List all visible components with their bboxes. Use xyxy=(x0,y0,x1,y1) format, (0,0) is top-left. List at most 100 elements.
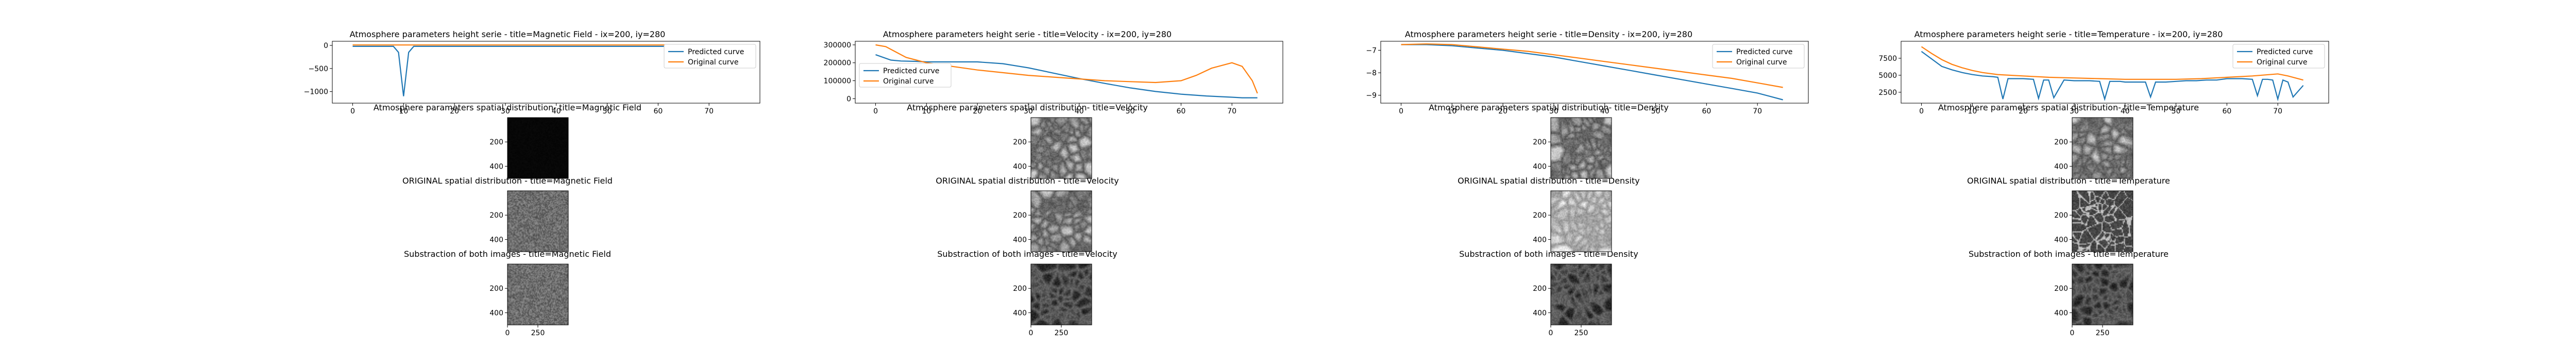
y-tick-label: −500 xyxy=(309,65,328,73)
legend-label: Predicted curve xyxy=(2257,48,2313,56)
series-line-predicted-curve xyxy=(1921,51,2304,102)
y-tick-label: 200 xyxy=(489,138,503,146)
x-tick-label: 250 xyxy=(531,329,545,337)
x-tick-label: 70 xyxy=(704,107,714,116)
y-tick-label: 200 xyxy=(1533,211,1547,220)
x-tick-label: 0 xyxy=(350,107,355,116)
x-tick-label: 20 xyxy=(2019,107,2028,116)
series-line-original-curve xyxy=(875,44,1258,94)
x-tick-label: 0 xyxy=(505,329,510,337)
y-tick-label: 400 xyxy=(1013,236,1027,244)
x-tick-label: 30 xyxy=(501,107,510,116)
y-tick-label: 200 xyxy=(2054,138,2068,146)
y-tick-label: 400 xyxy=(1013,309,1027,317)
x-tick-label: 10 xyxy=(1968,107,1977,116)
x-tick-label: 30 xyxy=(2070,107,2079,116)
image-panel-predicted: 200 400 xyxy=(2054,117,2133,179)
column-temperature: Atmosphere parameters height serie - tit… xyxy=(1878,29,2329,259)
spatial-image xyxy=(1031,118,1092,178)
spatial-image xyxy=(507,191,568,252)
x-tick-label: 60 xyxy=(1702,107,1711,116)
plot-frame xyxy=(332,41,760,104)
x-tick-label: 20 xyxy=(973,107,982,116)
series-line-predicted-curve xyxy=(1401,44,1783,101)
spatial-image xyxy=(1551,191,1612,252)
x-tick-label: 70 xyxy=(1227,107,1236,116)
x-tick-label: 0 xyxy=(1919,107,1924,116)
series-line-original-curve xyxy=(1921,46,2303,81)
plot-frame xyxy=(855,41,1283,104)
legend-box xyxy=(664,44,756,69)
predicted-image-title: Atmosphere parameters spatial distributi… xyxy=(1938,103,2199,112)
line-chart-temperature: 0 10 20 30 40 50 60 70 2500 5000 7500 Predicted cur… xyxy=(1878,41,2329,116)
image-panel-predicted: 200 400 xyxy=(1533,117,1612,179)
y-tick-label: 200 xyxy=(489,211,503,220)
y-tick-label: 200 xyxy=(1013,285,1027,293)
series-line-original-curve xyxy=(1401,43,1783,88)
y-tick-label: 200 xyxy=(1533,138,1547,146)
y-tick-label: 200 xyxy=(2054,211,2068,220)
y-tick-label: 0 xyxy=(324,42,328,50)
x-tick-label: 20 xyxy=(450,107,459,116)
image-panel-difference: 200 400 0 250 xyxy=(1013,264,1092,337)
y-tick-label: 400 xyxy=(2054,162,2068,171)
y-tick-label: 200 xyxy=(489,285,503,293)
legend-box xyxy=(1712,44,1805,69)
y-tick-label: −8 xyxy=(1366,69,1377,77)
spatial-image xyxy=(507,264,568,325)
x-tick-label: 50 xyxy=(1126,107,1135,116)
y-tick-label: 200 xyxy=(1013,138,1027,146)
x-tick-label: 60 xyxy=(653,107,663,116)
line-chart-title: Atmosphere parameters height serie - tit… xyxy=(1914,29,2223,39)
series-line-predicted-curve xyxy=(352,45,735,96)
x-tick-label: 60 xyxy=(2222,107,2231,116)
x-tick-label: 40 xyxy=(1075,107,1084,116)
legend-label: Original curve xyxy=(883,77,934,86)
legend-label: Original curve xyxy=(1736,58,1787,67)
series-line-predicted-curve xyxy=(875,54,1258,99)
x-tick-label: 0 xyxy=(873,107,878,116)
x-tick-label: 250 xyxy=(1055,329,1069,337)
image-panel-original: 200 400 xyxy=(1013,190,1092,252)
x-tick-label: 60 xyxy=(1176,107,1185,116)
y-tick-label: 200 xyxy=(1533,285,1547,293)
x-tick-label: 250 xyxy=(2096,329,2110,337)
original-image-title: ORIGINAL spatial distribution - title=Te… xyxy=(1967,176,2170,186)
original-image-title: ORIGINAL spatial distribution - title=De… xyxy=(1458,176,1639,186)
image-panel-difference: 200 400 0 250 xyxy=(2054,264,2133,337)
image-frame xyxy=(507,190,569,252)
y-tick-label: −9 xyxy=(1366,92,1377,100)
x-tick-label: 10 xyxy=(922,107,931,116)
spatial-image xyxy=(1031,191,1092,252)
image-panel-original: 200 400 xyxy=(489,190,569,252)
line-chart-density: 0 10 20 30 40 50 60 70 −7 −8 −9 Predicted curve Orig… xyxy=(1366,41,1809,116)
image-panel-difference: 200 400 0 250 xyxy=(489,264,569,337)
x-tick-label: 0 xyxy=(1029,329,1033,337)
spatial-image xyxy=(2072,264,2133,325)
predicted-image-title: Atmosphere parameters spatial distributi… xyxy=(907,103,1148,112)
x-tick-label: 70 xyxy=(2273,107,2282,116)
image-frame xyxy=(1030,190,1092,252)
plot-frame xyxy=(1901,41,2329,104)
x-tick-label: 20 xyxy=(1498,107,1507,116)
legend-label: Predicted curve xyxy=(883,67,939,75)
y-tick-label: 400 xyxy=(1533,236,1547,244)
image-frame xyxy=(507,117,569,179)
predicted-image-title: Atmosphere parameters spatial distributi… xyxy=(1429,103,1669,112)
legend-box xyxy=(859,63,952,88)
legend-box xyxy=(2232,44,2325,69)
x-tick-label: 40 xyxy=(552,107,561,116)
line-chart-title: Atmosphere parameters height serie - tit… xyxy=(350,29,666,39)
x-tick-label: 50 xyxy=(603,107,612,116)
y-tick-label: 400 xyxy=(2054,309,2068,317)
y-tick-label: 400 xyxy=(489,236,503,244)
y-tick-label: 5000 xyxy=(1878,72,1897,80)
image-panel-original: 200 400 xyxy=(1533,190,1612,252)
image-panel-original: 200 400 xyxy=(2054,190,2133,252)
x-tick-label: 10 xyxy=(1447,107,1456,116)
legend: Predicted curve Original curve xyxy=(1712,44,1805,69)
column-magnetic-field: Atmosphere parameters height serie - tit… xyxy=(304,29,760,259)
x-tick-label: 30 xyxy=(1024,107,1033,116)
x-tick-label: 40 xyxy=(1600,107,1609,116)
legend-label: Predicted curve xyxy=(688,48,744,56)
